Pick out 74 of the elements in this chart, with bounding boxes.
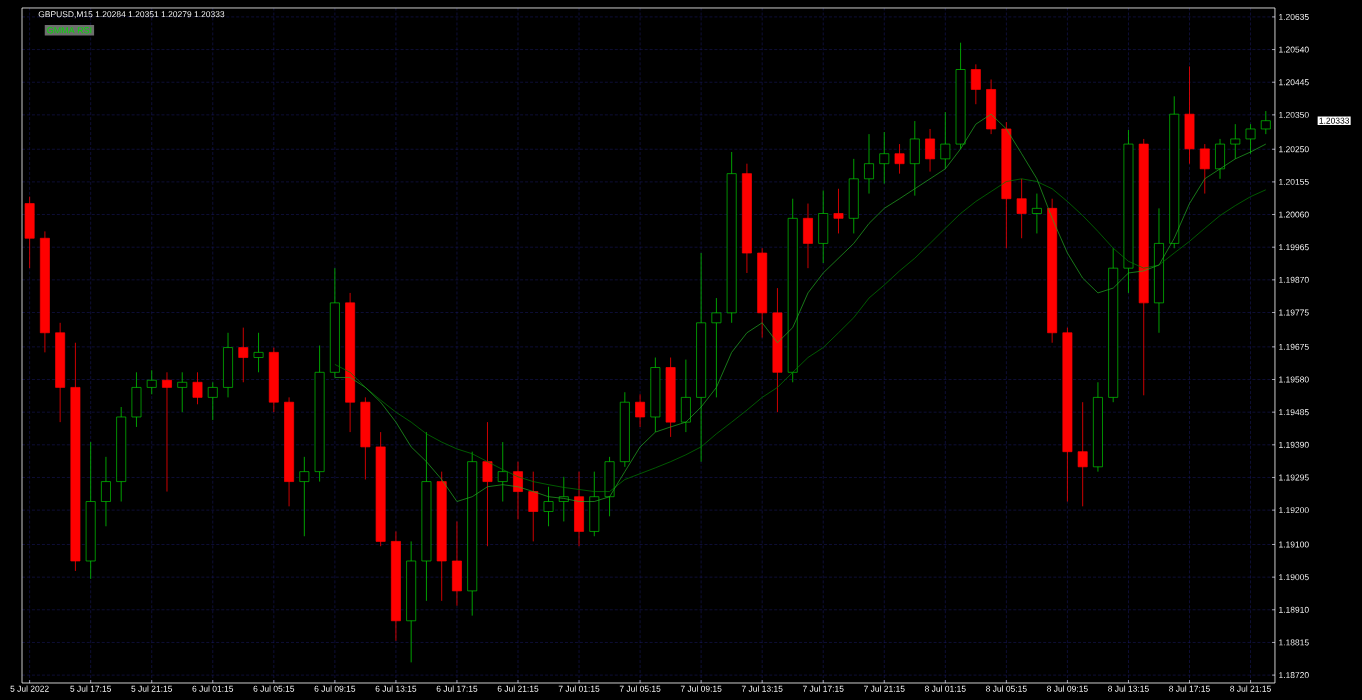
x-tick-label: 5 Jul 21:15 — [131, 685, 173, 692]
x-tick-label: 8 Jul 13:15 — [1108, 685, 1149, 692]
candlestick — [253, 332, 264, 373]
x-tick-label: 8 Jul 01:15 — [924, 685, 966, 692]
x-tick-label: 7 Jul 09:15 — [680, 685, 722, 692]
candlestick — [299, 456, 310, 537]
candlestick — [1260, 110, 1271, 135]
text: 1.20333 — [1319, 117, 1350, 124]
candlestick — [162, 371, 172, 492]
y-tick-label: 1.19100 — [1279, 541, 1309, 548]
candlestick — [635, 393, 646, 428]
candlestick — [146, 369, 157, 395]
x-tick-label: 5 Jul 17:15 — [70, 685, 112, 692]
candlestick — [192, 371, 203, 405]
x-tick-label: 6 Jul 09:15 — [314, 685, 356, 692]
candlestick — [1230, 123, 1241, 160]
y-tick-label: 1.18815 — [1279, 639, 1309, 646]
y-tick-label: 1.18720 — [1279, 672, 1309, 679]
y-tick-label: 1.19870 — [1279, 276, 1309, 283]
candlestick — [238, 327, 249, 383]
x-tick-label: 7 Jul 17:15 — [802, 685, 844, 692]
x-tick-label: 7 Jul 13:15 — [741, 685, 783, 692]
x-tick-label: 6 Jul 17:15 — [436, 685, 478, 692]
y-tick-label: 1.20540 — [1279, 46, 1309, 53]
x-tick-label: 5 Jul 2022 — [10, 685, 49, 692]
candlestick — [879, 131, 890, 185]
y-tick-label: 1.19775 — [1279, 309, 1309, 316]
y-tick-label: 1.19390 — [1279, 441, 1309, 448]
candlestick — [207, 381, 218, 421]
x-tick-label: 8 Jul 21:15 — [1230, 685, 1271, 692]
y-tick-label: 1.19580 — [1279, 376, 1309, 383]
candlestick — [1077, 401, 1088, 507]
y-tick-label: 1.18910 — [1279, 606, 1309, 613]
x-tick-label: 6 Jul 01:15 — [192, 685, 234, 692]
y-tick-label: 1.19485 — [1279, 409, 1309, 416]
y-tick-label: 1.20155 — [1279, 178, 1309, 185]
candlestick — [894, 143, 905, 175]
candlestick — [543, 486, 554, 527]
y-tick-label: 1.20060 — [1279, 211, 1309, 218]
candlestick — [864, 133, 874, 194]
candlestick — [1016, 178, 1027, 239]
x-tick-label: 7 Jul 01:15 — [558, 685, 600, 692]
y-tick-label: 1.19295 — [1279, 474, 1309, 481]
candlestick — [1245, 123, 1256, 155]
candlestick — [482, 421, 493, 547]
x-tick-label: 6 Jul 13:15 — [375, 685, 417, 692]
candlestick — [1031, 193, 1042, 234]
x-tick-label: 7 Jul 05:15 — [619, 685, 661, 692]
candlestick — [925, 128, 935, 172]
y-tick-label: 1.20445 — [1279, 79, 1309, 86]
x-tick-label: 6 Jul 05:15 — [253, 685, 295, 692]
y-tick-label: 1.20635 — [1279, 13, 1309, 20]
candlestick — [711, 297, 722, 398]
y-tick-label: 1.20350 — [1279, 111, 1309, 118]
candlestick — [940, 111, 951, 170]
candlestick — [528, 471, 539, 542]
x-tick-label: 8 Jul 09:15 — [1047, 685, 1088, 692]
candlestick — [1199, 143, 1210, 194]
x-tick-label: 7 Jul 21:15 — [864, 685, 905, 692]
candlestick — [497, 441, 508, 502]
y-tick-label: 1.19965 — [1279, 244, 1309, 251]
annotation: GMMA RSI — [47, 27, 92, 34]
candlestick — [970, 63, 981, 105]
y-tick-label: 1.19675 — [1279, 343, 1309, 350]
y-tick-label: 1.19005 — [1279, 574, 1309, 581]
y-tick-label: 1.20250 — [1279, 146, 1309, 153]
x-tick-label: 8 Jul 17:15 — [1169, 685, 1210, 692]
x-tick-label: 8 Jul 05:15 — [986, 685, 1027, 692]
candlestick — [833, 188, 844, 234]
chart-title: GBPUSD,M15 1.20284 1.20351 1.20279 1.20333 — [38, 11, 225, 19]
x-tick-label: 6 Jul 21:15 — [497, 685, 539, 692]
y-tick-label: 1.19200 — [1279, 507, 1309, 514]
candlestick — [101, 456, 111, 527]
candlestick — [177, 371, 188, 413]
